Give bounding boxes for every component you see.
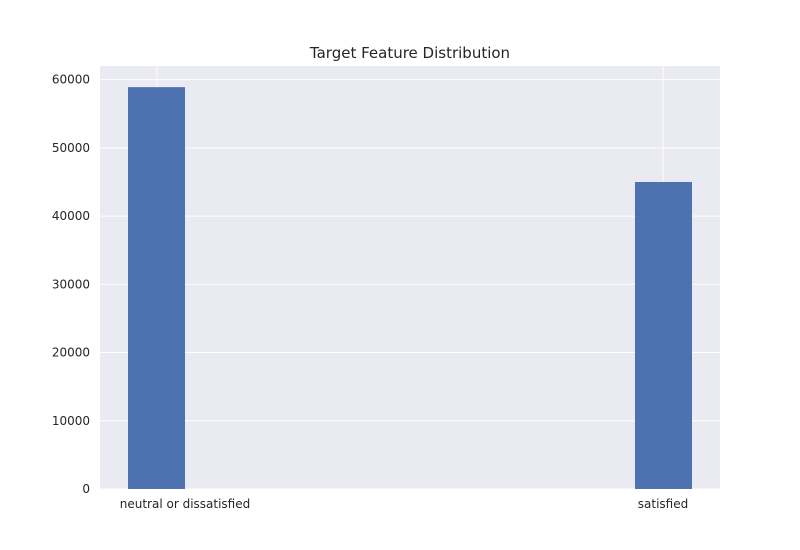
y-tick-label: 50000 — [52, 141, 90, 155]
chart-title: Target Feature Distribution — [309, 44, 510, 62]
y-tick-label: 20000 — [52, 346, 90, 360]
bar-neutral-or-dissatisfied — [128, 87, 185, 490]
x-tick-label: neutral or dissatisfied — [120, 497, 250, 511]
y-tick-label: 10000 — [52, 414, 90, 428]
y-tick-label: 30000 — [52, 277, 90, 291]
x-tick-label: satisfied — [638, 497, 688, 511]
y-tick-label: 0 — [82, 482, 90, 496]
plot-area: 0 10000 20000 30000 40000 50000 60000 neutral o… — [52, 66, 720, 511]
y-tick-label: 40000 — [52, 209, 90, 223]
plot-background — [100, 66, 720, 489]
bar-satisfied — [635, 181, 692, 489]
y-tick-label: 60000 — [52, 73, 90, 87]
